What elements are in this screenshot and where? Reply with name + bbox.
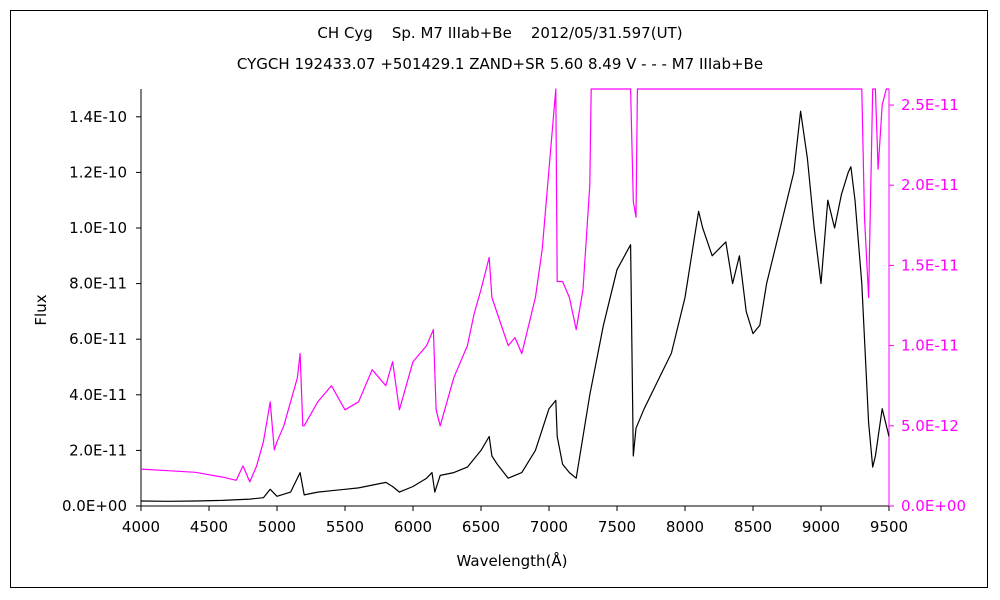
y-right-tick-label: 0.0E+00 xyxy=(901,497,966,515)
x-tick-label: 5000 xyxy=(258,518,296,536)
x-tick-label: 7000 xyxy=(530,518,568,536)
chart-frame xyxy=(10,10,988,588)
x-axis-label: Wavelength(Å) xyxy=(457,551,568,570)
y-right-tick-label: 2.0E-11 xyxy=(901,176,959,194)
y-left-tick-label: 2.0E-11 xyxy=(69,441,127,459)
series-line-left-axis xyxy=(140,110,890,502)
x-tick-label: 8500 xyxy=(734,518,772,536)
spectrum-lines xyxy=(140,88,890,502)
x-tick-label: 9000 xyxy=(802,518,840,536)
x-tick-label: 6000 xyxy=(394,518,432,536)
series-line-right-axis xyxy=(140,88,889,483)
x-tick-label: 7500 xyxy=(598,518,636,536)
chart-title: CH Cyg Sp. M7 IIIab+Be 2012/05/31.597(UT… xyxy=(317,24,683,42)
y-left-tick-label: 6.0E-11 xyxy=(69,330,127,348)
y-left-tick-label: 1.4E-10 xyxy=(69,108,127,126)
x-tick-label: 8000 xyxy=(666,518,704,536)
chart-subtitle: CYGCH 192433.07 +501429.1 ZAND+SR 5.60 8… xyxy=(236,55,764,73)
y-right-tick-label: 1.5E-11 xyxy=(901,256,959,274)
y-left-tick-label: 1.0E-10 xyxy=(69,219,127,237)
y-left-tick-label: 8.0E-11 xyxy=(69,275,127,293)
y-left-tick-label: 0.0E+00 xyxy=(62,497,127,515)
y-left-tick-label: 1.2E-10 xyxy=(69,163,127,181)
x-tick-label: 6500 xyxy=(462,518,500,536)
y-right-tick-label: 1.0E-11 xyxy=(901,337,959,355)
y-left-tick-label: 4.0E-11 xyxy=(69,386,127,404)
x-tick-label: 4500 xyxy=(190,518,228,536)
x-tick-label: 5500 xyxy=(326,518,364,536)
axis-ticks: 4000 4500 5000 5500 6000 6500 7000 7500 8000 8500… xyxy=(62,96,966,536)
y-axis-label: Flux xyxy=(32,294,50,325)
y-right-tick-label: 2.5E-11 xyxy=(901,96,959,114)
y-right-tick-label: 5.0E-12 xyxy=(901,417,959,435)
x-tick-label: 9500 xyxy=(870,518,908,536)
x-tick-label: 4000 xyxy=(122,518,160,536)
plot-axes xyxy=(140,89,890,507)
